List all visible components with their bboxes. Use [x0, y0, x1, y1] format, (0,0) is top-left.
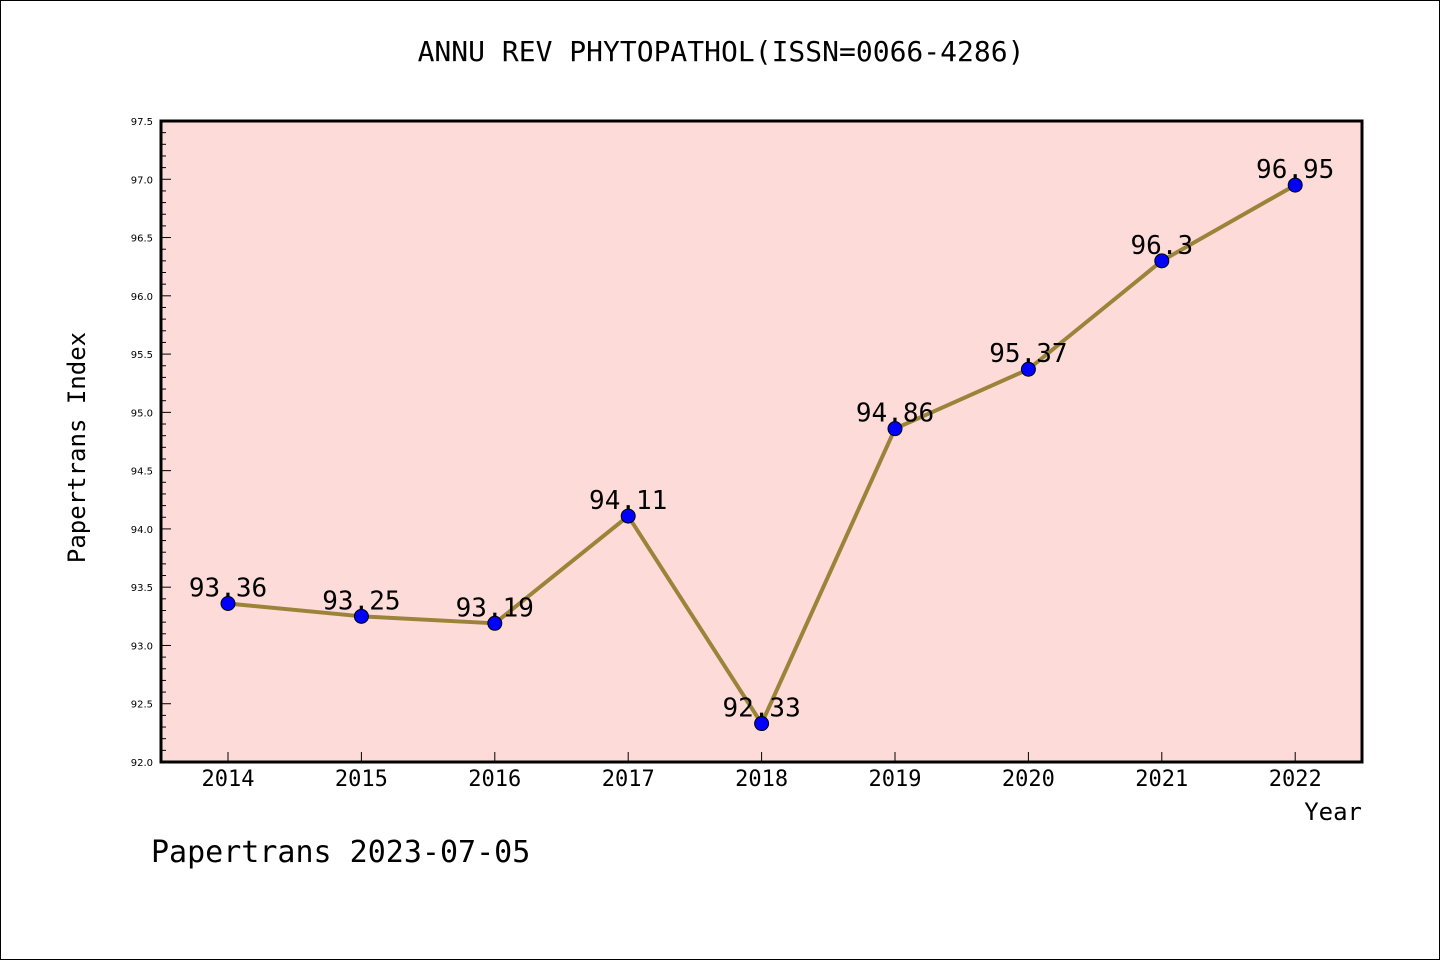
y-tick-label: 92.5 [131, 700, 153, 711]
footer-note: Papertrans 2023-07-05 [151, 835, 531, 870]
y-tick-label: 94.5 [131, 467, 153, 478]
data-point [754, 716, 770, 732]
data-points [220, 177, 1303, 732]
y-tick-label: 97.0 [131, 175, 153, 186]
y-tick-label: 96.5 [131, 234, 153, 245]
x-tick-label: 2014 [202, 767, 255, 792]
x-tick-label: 2022 [1269, 767, 1322, 792]
y-tick-label: 92.0 [131, 758, 153, 769]
x-axis-label: Year [1304, 798, 1362, 826]
x-tick-label: 2019 [869, 767, 922, 792]
data-label: 93.25 [322, 586, 400, 616]
data-label: 92.33 [722, 694, 800, 724]
data-point [487, 615, 503, 631]
data-labels: 93.36 93.25 93.19 94.11 92.33 94.86 95.37 96.3 9… [189, 155, 1334, 723]
y-tick-label: 95.5 [131, 350, 153, 361]
data-point [1154, 253, 1170, 269]
y-axis-ticks: 92.0 92.5 93.0 93.5 94.0 94.5 95.0 95.5 96.0 96.5… [131, 117, 171, 769]
y-tick-label: 95.0 [131, 408, 153, 419]
x-axis-ticks: 2014 2015 2016 2017 2018 2019 2020 2021 2022 [202, 752, 1322, 792]
x-tick-label: 2021 [1135, 767, 1188, 792]
data-point [353, 608, 369, 624]
y-tick-label: 93.0 [131, 641, 153, 652]
data-label: 94.11 [589, 486, 667, 516]
data-point [220, 595, 236, 611]
y-tick-label: 96.0 [131, 292, 153, 303]
x-tick-label: 2020 [1002, 767, 1055, 792]
x-tick-label: 2015 [335, 767, 388, 792]
y-tick-label: 93.5 [131, 583, 153, 594]
data-label: 95.37 [989, 339, 1067, 369]
y-axis-label: Papertrans Index [63, 332, 91, 563]
x-tick-label: 2017 [602, 767, 655, 792]
y-tick-label: 94.0 [131, 525, 153, 536]
data-point [1020, 361, 1036, 377]
data-label: 94.86 [856, 399, 934, 429]
data-label: 96.95 [1256, 155, 1334, 185]
plot-area [159, 119, 1364, 764]
x-tick-label: 2016 [468, 767, 521, 792]
data-point [620, 508, 636, 524]
data-label: 93.36 [189, 573, 267, 603]
data-point [1287, 177, 1303, 193]
chart-title: ANNU REV PHYTOPATHOL(ISSN=0066-4286) [417, 35, 1025, 68]
data-label: 96.3 [1130, 231, 1193, 261]
x-tick-label: 2018 [735, 767, 788, 792]
y-tick-label: 97.5 [131, 117, 153, 128]
data-point [887, 421, 903, 437]
data-label: 93.19 [456, 593, 534, 623]
